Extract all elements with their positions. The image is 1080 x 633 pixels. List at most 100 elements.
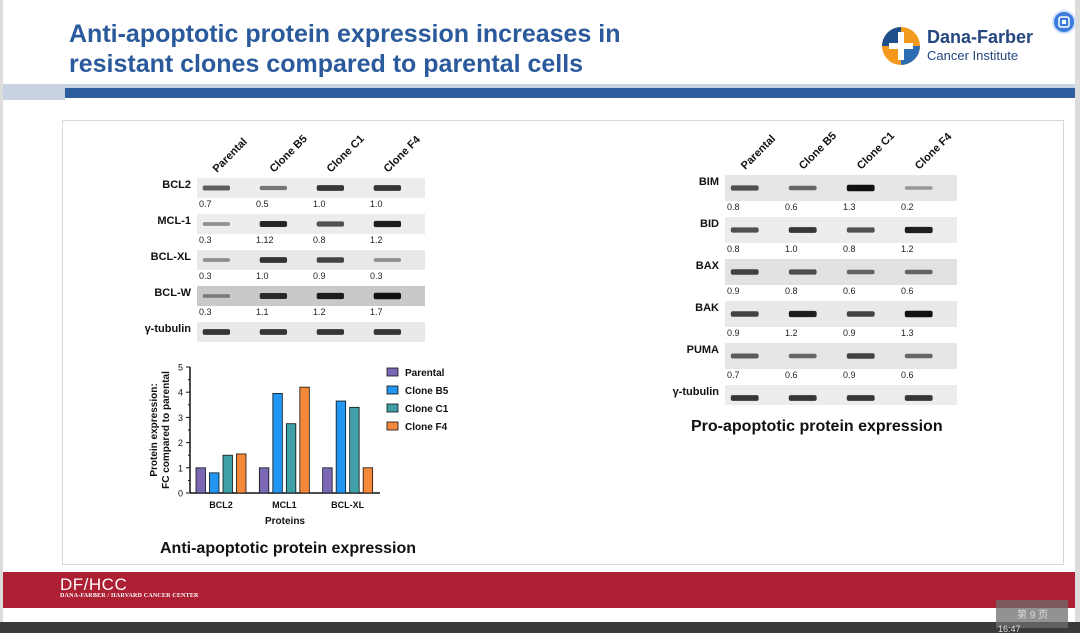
blot-band [730,269,759,275]
blot-row-label: γ-tubulin [145,323,192,335]
blot-value: 1.0 [313,199,326,209]
share-button[interactable] [1052,10,1076,34]
blot-band [259,185,288,191]
blot-strip [197,214,425,234]
blot-value: 0.6 [785,370,798,380]
y-tick-label: 0 [178,489,183,499]
blot-value: 0.2 [901,202,914,212]
y-tick-label: 3 [178,413,183,423]
blot-band [730,185,759,191]
blot-value: 1.1 [256,307,269,317]
blot-row-label: BIM [699,176,719,188]
blot-band [788,185,817,191]
lane-label: Parental [211,136,250,175]
blot-band [316,185,345,191]
blot-row-label: BID [700,218,719,230]
lane-label: Clone B5 [797,130,839,172]
blot-band [202,329,231,335]
blot-band [788,310,817,318]
blot-band [373,185,402,191]
bar-clone-f4 [362,467,374,494]
blot-value: 0.8 [785,286,798,296]
y-tick-label: 2 [178,438,183,448]
blot-strip [197,322,425,342]
bar-clone-f4 [299,386,310,494]
legend-label: Clone F4 [405,422,448,433]
blot-strip [197,250,425,270]
blot-row-label: BAX [696,260,720,272]
y-tick-label: 5 [178,363,183,373]
footer-org: DF/HCC [60,575,128,594]
y-tick-label: 4 [178,388,183,398]
page-indicator: 第 9 页 [1017,610,1049,621]
blot-value: 0.7 [199,199,212,209]
blot-value: 0.9 [843,370,856,380]
bar-clone-b5 [272,393,283,494]
lane-label: Clone C1 [855,130,897,172]
page-indicator-box[interactable] [996,600,1068,628]
blot-band [316,221,345,227]
blot-strip [725,385,957,405]
blot-band [373,292,402,300]
bar-clone-c1 [349,406,360,494]
blot-band [846,227,875,233]
blot-value: 0.9 [727,286,740,296]
blot-value: 1.2 [313,307,326,317]
blot-row-label: BCL-W [154,287,191,299]
blot-band [904,395,933,401]
header-divider-light [3,84,1075,88]
blot-value: 0.6 [843,286,856,296]
bar-parental [258,467,270,494]
blot-band [788,269,817,275]
blot-value: 0.9 [727,328,740,338]
blot-band [316,292,345,300]
logo-name: Dana-Farber [927,27,1034,47]
x-tick-label: BCL2 [209,500,233,510]
y-axis-label-line2: FC compared to parental [161,371,172,489]
lane-label: Parental [739,133,778,172]
blot-value: 0.8 [727,244,740,254]
bar-parental [195,467,206,494]
lane-label: Clone F4 [913,130,955,172]
blot-value: 1.12 [256,235,274,245]
blot-value: 1.2 [370,235,383,245]
anti-apoptotic-caption: Anti-apoptotic protein expression [160,540,417,557]
blot-band [259,329,288,335]
slide-title: Anti-apoptotic protein expression increa… [69,20,621,78]
bar-parental [322,467,333,494]
blot-band [202,222,231,226]
blot-band [846,269,875,275]
blot-value: 0.6 [901,370,914,380]
blot-value: 0.3 [199,235,212,245]
blot-row-label: BCL2 [162,179,191,191]
legend-label: Clone C1 [405,404,449,415]
clock: 16:47 [998,624,1021,633]
blot-row-label: γ-tubulin [673,386,720,398]
header-divider-blue [3,88,1075,98]
share-icon [1058,16,1070,28]
dana-farber-logo: Dana-Farber Cancer Institute [865,16,1047,76]
blot-band [846,353,875,359]
blot-row-label: PUMA [687,344,719,356]
legend-swatch [386,385,399,395]
blot-strip [725,175,957,201]
blot-band [904,353,933,359]
blot-band [846,311,875,317]
blot-band [788,227,817,233]
blot-band [730,353,759,359]
blot-value: 0.3 [199,307,212,317]
blot-value: 0.5 [256,199,269,209]
blot-band [730,311,759,317]
x-tick-label: BCL-XL [331,500,364,510]
blot-band [846,184,875,192]
blot-value: 1.3 [843,202,856,212]
y-tick-label: 1 [178,463,183,473]
blot-value: 0.8 [727,202,740,212]
blot-value: 0.9 [313,271,326,281]
blot-band [316,329,345,335]
blot-band [788,395,817,401]
anti-apoptotic-blot: Parental Clone B5 Clone C1 Clone F4 BCL2 0.7 0… [145,133,425,342]
blot-value: 0.9 [843,328,856,338]
bar-clone-c1 [222,454,233,494]
